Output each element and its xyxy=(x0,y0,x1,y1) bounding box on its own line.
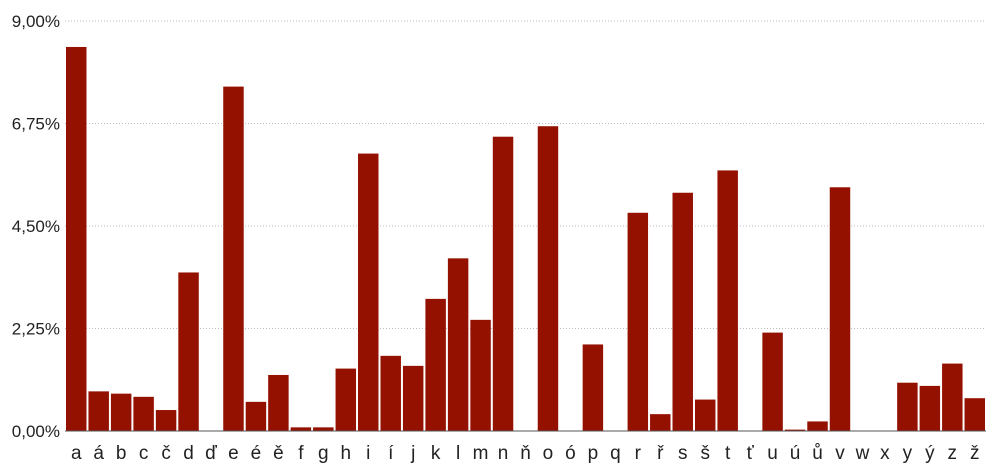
bar-m xyxy=(470,319,491,431)
bar-ř xyxy=(650,414,671,431)
x-tick-label: b xyxy=(116,443,127,464)
bar-y xyxy=(897,382,918,431)
bar-g xyxy=(313,427,334,431)
bar-o xyxy=(537,126,559,431)
x-tick-label: ň xyxy=(520,443,531,464)
x-tick-label: c xyxy=(139,443,149,464)
y-tick-labels: 0,00% 2,25% 4,50% 6,75% 9,00% xyxy=(12,12,60,441)
x-tick-label: z xyxy=(948,443,958,464)
x-tick-label: x xyxy=(880,443,890,464)
bar-á xyxy=(88,391,109,431)
gridlines xyxy=(65,20,986,329)
bar-ž xyxy=(964,398,985,431)
x-tick-label: u xyxy=(767,443,778,464)
y-tick-label: 6,75% xyxy=(12,115,60,134)
bar-e xyxy=(223,86,244,431)
x-tick-label: v xyxy=(835,443,845,464)
x-tick-label: n xyxy=(498,443,509,464)
bar-š xyxy=(694,399,716,431)
y-tick-label: 2,25% xyxy=(12,320,60,339)
bar-u xyxy=(762,332,783,431)
x-tick-label: e xyxy=(228,443,239,464)
bar-a xyxy=(66,46,87,431)
bar-í xyxy=(380,355,401,431)
bar-ů xyxy=(807,421,828,431)
x-tick-label: k xyxy=(431,443,441,464)
bars xyxy=(66,46,985,432)
x-tick-label: o xyxy=(543,443,554,464)
bar-n xyxy=(492,136,514,431)
bar-p xyxy=(582,344,604,431)
y-tick-label: 0,00% xyxy=(12,422,60,441)
bar-b xyxy=(110,393,132,431)
x-tick-label: g xyxy=(318,443,329,464)
x-tick-label: ř xyxy=(657,443,664,464)
x-tick-label: d xyxy=(183,443,194,464)
bar-č xyxy=(155,410,177,431)
x-tick-label: i xyxy=(366,443,370,464)
x-tick-label: ú xyxy=(790,443,801,464)
x-tick-label: ď xyxy=(205,443,217,464)
x-tick-label: r xyxy=(635,443,642,464)
x-tick-label: é xyxy=(251,443,262,464)
bar-l xyxy=(447,258,469,431)
x-tick-label: h xyxy=(341,443,352,464)
x-tick-label: ó xyxy=(565,443,576,464)
bar-ú xyxy=(784,429,806,431)
bar-i xyxy=(358,153,379,432)
x-tick-label: y xyxy=(903,443,913,464)
x-tick-label: l xyxy=(456,443,460,464)
x-tick-label: q xyxy=(610,443,621,464)
x-tick-label: s xyxy=(678,443,688,464)
x-tick-label: w xyxy=(855,443,870,464)
y-tick-label: 9,00% xyxy=(12,12,60,31)
bar-c xyxy=(133,396,154,431)
x-tick-label: á xyxy=(93,443,104,464)
y-tick-label: 4,50% xyxy=(12,217,60,236)
bar-h xyxy=(335,368,357,431)
bar-é xyxy=(245,401,267,431)
bar-t xyxy=(717,170,738,431)
x-tick-label: t xyxy=(725,443,731,464)
x-tick-label: a xyxy=(71,443,82,464)
bar-k xyxy=(425,298,446,431)
bar-s xyxy=(672,192,693,431)
bar-r xyxy=(627,212,649,431)
x-tick-label: p xyxy=(588,443,599,464)
bar-d xyxy=(178,272,199,431)
x-tick-label: f xyxy=(298,443,304,464)
x-tick-label: ý xyxy=(925,443,935,464)
x-tick-label: j xyxy=(410,443,415,464)
bar-ý xyxy=(919,385,941,431)
x-tick-label: č xyxy=(161,443,171,464)
x-tick-label: ě xyxy=(273,443,284,464)
x-tick-label: ž xyxy=(970,443,980,464)
x-tick-label: ť xyxy=(747,443,755,464)
x-tick-label: m xyxy=(473,443,489,464)
bar-j xyxy=(402,365,424,431)
bar-v xyxy=(829,187,851,431)
bar-z xyxy=(942,363,963,431)
x-tick-label: ů xyxy=(812,443,823,464)
x-tick-label: š xyxy=(700,443,710,464)
bar-f xyxy=(290,427,312,431)
bar-ě xyxy=(268,374,289,431)
x-tick-label: í xyxy=(388,443,394,464)
